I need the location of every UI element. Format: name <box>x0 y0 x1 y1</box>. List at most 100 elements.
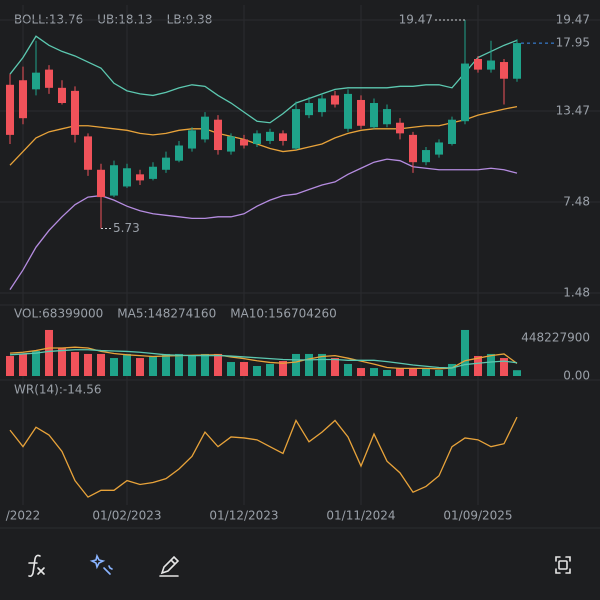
y-tick-label: 7.48 <box>563 194 590 208</box>
candle-body <box>448 119 456 144</box>
candle-body <box>6 84 14 135</box>
candle-body <box>435 142 443 155</box>
volume-bar <box>266 363 274 376</box>
volume-bar <box>383 369 391 376</box>
candle-body <box>110 165 118 196</box>
candle-body <box>513 43 521 79</box>
boll-line <box>9 35 518 124</box>
legend-entry: MA5:148274160 <box>117 307 216 321</box>
volume-bar <box>305 353 313 376</box>
formula-button[interactable] <box>28 554 45 577</box>
legend-entry: MA10:156704260 <box>230 307 337 321</box>
candle-body <box>422 150 430 163</box>
volume-bar <box>149 355 157 376</box>
candle-body <box>331 95 339 105</box>
volume-bar <box>136 358 144 376</box>
volume-bar <box>370 368 378 376</box>
candle-body <box>266 131 274 141</box>
magic-button[interactable] <box>89 553 113 575</box>
volume-bar <box>357 368 365 376</box>
volume-bar <box>19 353 27 376</box>
draw-button[interactable] <box>159 555 180 577</box>
volume-bar <box>175 353 183 376</box>
x-tick-label: 01/11/2024 <box>326 509 395 523</box>
candle-body <box>149 166 157 179</box>
screenshot-button[interactable] <box>555 556 571 574</box>
candle-body <box>188 130 196 149</box>
volume-ma-line <box>9 349 518 369</box>
candle-body <box>344 93 352 129</box>
volume-bar <box>318 353 326 376</box>
candle-body <box>383 109 391 125</box>
volume-bar <box>32 350 40 376</box>
volume-bar <box>214 353 222 376</box>
legend-entry: WR(14):-14.56 <box>14 383 102 397</box>
candle-body <box>461 63 469 122</box>
candle-body <box>409 134 417 163</box>
volume-bar <box>344 363 352 376</box>
candle-body <box>71 90 79 135</box>
volume-bar <box>6 355 14 376</box>
candle-body <box>292 109 300 149</box>
candle-body <box>357 99 365 126</box>
volume-bar <box>461 329 469 376</box>
volume-bar <box>227 362 235 376</box>
volume-bar <box>279 360 287 376</box>
candle-body <box>396 122 404 134</box>
candle-body <box>58 87 66 104</box>
y-tick-label: 448227900 <box>521 331 590 345</box>
candle-body <box>175 145 183 161</box>
volume-bar <box>435 369 443 376</box>
legend-entry: VOL:68399000 <box>14 307 103 321</box>
volume-bar <box>188 355 196 376</box>
volume-bar <box>474 355 482 376</box>
wr-line <box>9 416 518 498</box>
candle-body <box>253 133 261 144</box>
volume-bar <box>292 353 300 376</box>
candle-body <box>214 119 222 151</box>
y-tick-label: 19.47 <box>556 13 590 27</box>
candle-body <box>19 80 27 119</box>
candle-body <box>500 62 508 79</box>
candle-body <box>123 168 131 187</box>
volume-bar <box>396 368 404 376</box>
volume-bar <box>240 362 248 376</box>
volume-bar <box>201 353 209 376</box>
x-tick-label: 01/12/2023 <box>209 509 278 523</box>
volume-bar <box>422 368 430 376</box>
volume-bar <box>409 368 417 376</box>
volume-bar <box>487 353 495 376</box>
volume-bar <box>513 370 521 376</box>
last-price-label: 17.95 <box>556 36 590 50</box>
x-tick-label: 01/09/2025 <box>443 509 512 523</box>
volume-bar <box>45 329 53 376</box>
y-tick-label: 1.48 <box>563 286 590 300</box>
candle-body <box>32 72 40 90</box>
volume-bar <box>162 353 170 376</box>
candle-body <box>370 103 378 128</box>
candle-body <box>318 98 326 113</box>
volume-bar <box>97 353 105 376</box>
volume-bar <box>253 365 261 376</box>
min-label: 5.73 <box>113 221 140 235</box>
volume-bar <box>448 363 456 376</box>
candle-body <box>201 116 209 140</box>
volume-bar <box>71 352 79 376</box>
volume-bar <box>110 358 118 376</box>
volume-bar <box>58 348 66 376</box>
candle-body <box>487 60 495 70</box>
candle-body <box>240 139 248 146</box>
candle-body <box>45 69 53 88</box>
candle-body <box>279 133 287 141</box>
boll-line <box>9 106 518 166</box>
volume-bar <box>123 353 131 376</box>
volume-bar <box>331 358 339 376</box>
candle-body <box>162 157 170 170</box>
candle-body <box>97 169 105 198</box>
volume-bar <box>500 358 508 376</box>
candle-body <box>305 103 313 116</box>
x-tick-label: /2022 <box>6 509 41 523</box>
volume-bar <box>84 353 92 376</box>
